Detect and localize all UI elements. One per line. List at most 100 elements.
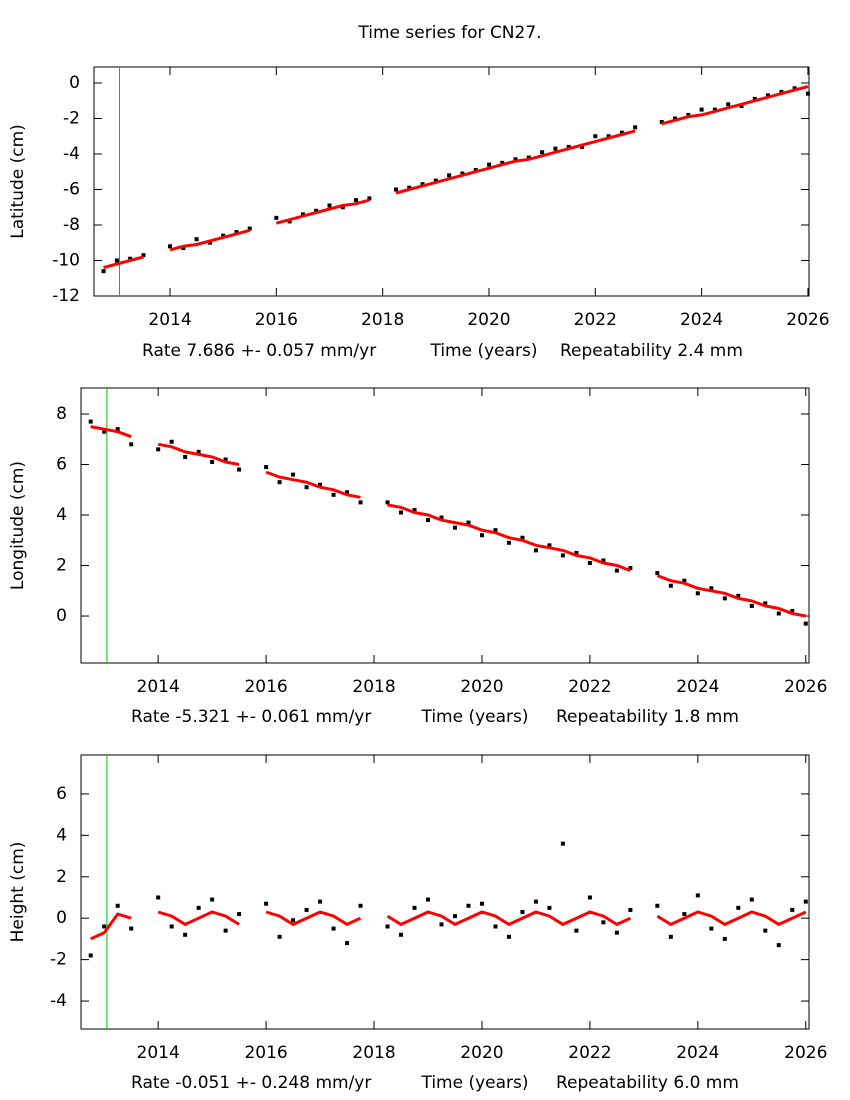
observation [274,215,279,220]
observation [803,899,808,904]
observation [709,926,714,931]
observation [318,899,323,904]
observation [633,125,638,130]
observation [466,903,471,908]
observation [614,930,619,935]
observation [439,515,444,520]
observation [115,427,120,432]
y-tick-label: -8 [63,215,80,235]
observation [628,566,633,571]
x-tick-label: 2026 [784,677,827,697]
observation [169,924,174,929]
observation [587,561,592,565]
observation [779,89,784,94]
observation [426,518,431,523]
observation [447,173,452,178]
observation [712,107,717,112]
observation [682,578,687,583]
observation [452,914,457,919]
observation [739,104,744,109]
observation [277,480,282,485]
observation [393,187,398,192]
observation [327,203,332,208]
observation [601,920,606,925]
y-tick-label: 2 [56,867,67,887]
x-tick-label: 2022 [568,1043,611,1063]
observation [223,928,228,933]
x-axis-label: Time (years) [429,341,537,361]
observation [128,256,133,261]
observation [736,593,741,598]
observation [399,932,404,937]
observation [194,237,199,242]
observation [183,454,188,459]
observation [540,150,545,155]
x-tick-label: 2020 [460,1043,503,1063]
observation [709,586,714,591]
observation [291,472,296,477]
observation [181,246,186,251]
model-line [103,85,809,270]
observation [114,258,119,263]
y-tick-label: 0 [69,73,80,93]
observation [587,895,592,900]
plot-frame [80,754,810,1030]
y-tick-label: 0 [56,908,67,928]
x-tick-label: 2022 [568,677,611,697]
x-tick-label: 2016 [244,1043,287,1063]
y-tick-label: -4 [63,144,80,164]
observation [196,905,201,910]
observation [291,918,296,923]
x-tick-label: 2024 [676,1043,719,1063]
observation [726,102,731,107]
observation [407,185,412,190]
observation [722,596,727,601]
x-tick-label: 2014 [137,1043,180,1063]
observation [354,198,359,203]
x-axis-label: Time (years) [420,1073,528,1093]
observation [196,449,201,454]
observation [736,905,741,910]
observation [790,907,795,912]
x-tick-label: 2018 [361,310,404,330]
observation [412,507,417,512]
observation [619,130,624,135]
x-tick-label: 2026 [784,1043,827,1063]
observation [156,895,161,900]
x-tick-label: 2016 [255,310,298,330]
y-axis-label: Longitude (cm) [8,461,28,590]
x-axis-label: Time (years) [420,707,528,727]
observation [580,144,585,149]
observation [668,583,673,588]
observation [88,419,93,424]
y-axis-label: Height (cm) [8,842,28,943]
observation [264,465,269,470]
observation [345,490,350,495]
observation [560,553,565,558]
x-tick-label: 2014 [137,677,180,697]
observation [659,120,664,125]
observation [749,603,754,608]
observation [304,485,309,490]
y-tick-label: 2 [56,556,67,576]
observation [102,429,107,434]
observation [168,244,173,249]
observation [331,492,336,497]
observation [776,611,781,616]
observation [479,533,484,538]
observation [574,928,579,933]
x-tick-label: 2014 [148,310,191,330]
observation [385,500,390,505]
observation [169,439,174,444]
y-tick-label: -4 [50,991,67,1011]
observation [479,901,484,906]
observation [790,608,795,613]
observation [547,543,552,548]
model-line [90,910,807,941]
observation [460,171,465,176]
y-tick-label: 4 [56,505,67,525]
observation [345,941,350,946]
x-tick-label: 2020 [467,310,510,330]
observation [314,208,319,213]
